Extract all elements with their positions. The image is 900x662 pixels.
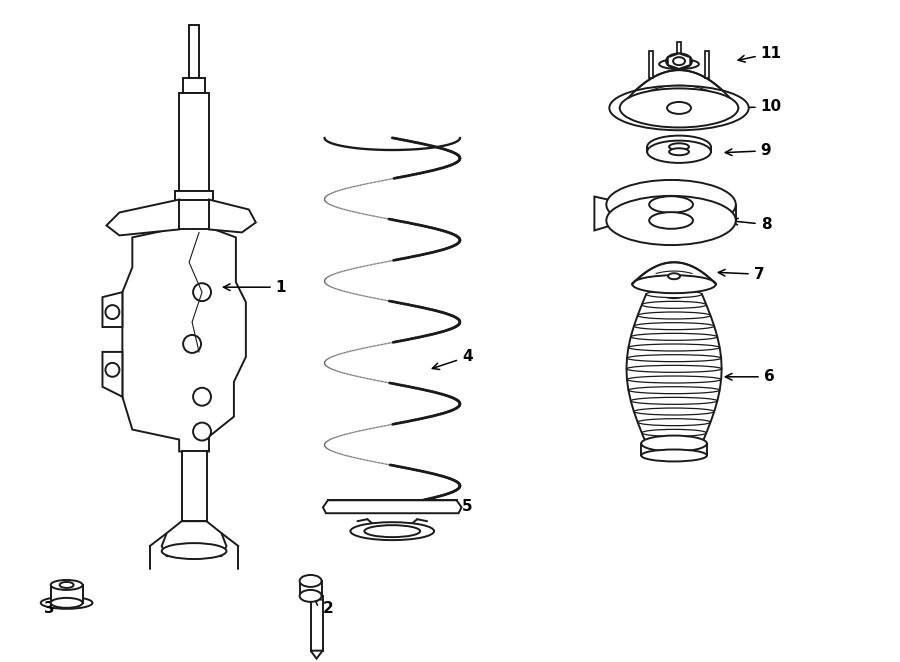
Text: 4: 4 xyxy=(432,350,473,369)
Ellipse shape xyxy=(300,590,321,602)
Ellipse shape xyxy=(162,543,227,559)
Text: 6: 6 xyxy=(725,369,774,385)
Circle shape xyxy=(194,422,211,440)
Ellipse shape xyxy=(364,525,420,537)
Polygon shape xyxy=(620,70,738,108)
Ellipse shape xyxy=(637,418,710,426)
Text: 10: 10 xyxy=(725,99,782,115)
Bar xyxy=(50,585,83,603)
Bar xyxy=(179,199,209,230)
Polygon shape xyxy=(668,54,690,69)
Bar xyxy=(649,50,653,79)
Ellipse shape xyxy=(647,140,711,163)
Ellipse shape xyxy=(631,334,717,340)
Polygon shape xyxy=(103,292,122,327)
Polygon shape xyxy=(106,199,179,236)
Ellipse shape xyxy=(607,196,736,245)
Ellipse shape xyxy=(669,148,689,156)
Ellipse shape xyxy=(627,376,721,383)
Circle shape xyxy=(105,305,120,319)
Ellipse shape xyxy=(641,436,706,451)
Ellipse shape xyxy=(642,430,706,436)
Polygon shape xyxy=(594,197,621,230)
Ellipse shape xyxy=(631,397,717,404)
Ellipse shape xyxy=(627,355,721,361)
Polygon shape xyxy=(122,228,246,451)
Ellipse shape xyxy=(626,365,722,372)
Ellipse shape xyxy=(50,580,83,590)
Text: 11: 11 xyxy=(738,46,782,62)
Ellipse shape xyxy=(609,85,749,130)
Ellipse shape xyxy=(642,301,706,308)
Ellipse shape xyxy=(668,273,680,279)
Ellipse shape xyxy=(350,522,434,540)
Ellipse shape xyxy=(646,440,702,447)
Polygon shape xyxy=(323,500,462,513)
Polygon shape xyxy=(162,521,227,556)
Ellipse shape xyxy=(628,387,720,394)
Circle shape xyxy=(105,363,120,377)
Ellipse shape xyxy=(40,597,93,609)
Ellipse shape xyxy=(628,344,720,351)
Ellipse shape xyxy=(663,290,685,298)
Bar xyxy=(300,581,321,596)
Bar xyxy=(182,451,206,521)
Bar xyxy=(705,50,709,79)
Text: 9: 9 xyxy=(725,143,771,158)
Ellipse shape xyxy=(634,322,715,330)
Ellipse shape xyxy=(659,59,699,69)
Ellipse shape xyxy=(607,180,736,229)
Bar xyxy=(179,93,209,191)
Text: 7: 7 xyxy=(718,267,764,282)
Ellipse shape xyxy=(673,57,685,65)
Circle shape xyxy=(194,388,211,406)
Ellipse shape xyxy=(50,598,83,608)
Circle shape xyxy=(194,283,211,301)
Ellipse shape xyxy=(663,280,685,288)
Bar xyxy=(310,596,322,651)
Circle shape xyxy=(183,335,201,353)
Text: 1: 1 xyxy=(223,279,286,295)
Ellipse shape xyxy=(666,280,682,285)
Ellipse shape xyxy=(646,291,702,298)
Ellipse shape xyxy=(669,143,689,150)
Ellipse shape xyxy=(649,212,693,229)
Polygon shape xyxy=(209,199,256,232)
Text: 2: 2 xyxy=(314,598,333,616)
Ellipse shape xyxy=(620,89,738,128)
Ellipse shape xyxy=(667,102,691,114)
Polygon shape xyxy=(632,262,716,284)
Ellipse shape xyxy=(637,312,710,319)
Bar xyxy=(176,191,213,201)
Ellipse shape xyxy=(634,408,715,415)
Ellipse shape xyxy=(300,575,321,587)
Bar xyxy=(663,284,685,294)
Polygon shape xyxy=(103,352,122,397)
Ellipse shape xyxy=(632,275,716,293)
Text: 5: 5 xyxy=(433,498,472,514)
Bar xyxy=(677,42,681,70)
Text: 8: 8 xyxy=(732,217,771,232)
Text: 3: 3 xyxy=(44,600,60,616)
Ellipse shape xyxy=(666,54,692,69)
Bar xyxy=(641,444,706,455)
Ellipse shape xyxy=(647,136,711,158)
Bar xyxy=(183,78,205,93)
Ellipse shape xyxy=(59,582,74,588)
Bar xyxy=(189,25,199,78)
Ellipse shape xyxy=(649,196,693,213)
Polygon shape xyxy=(310,651,322,659)
Ellipse shape xyxy=(641,449,706,461)
